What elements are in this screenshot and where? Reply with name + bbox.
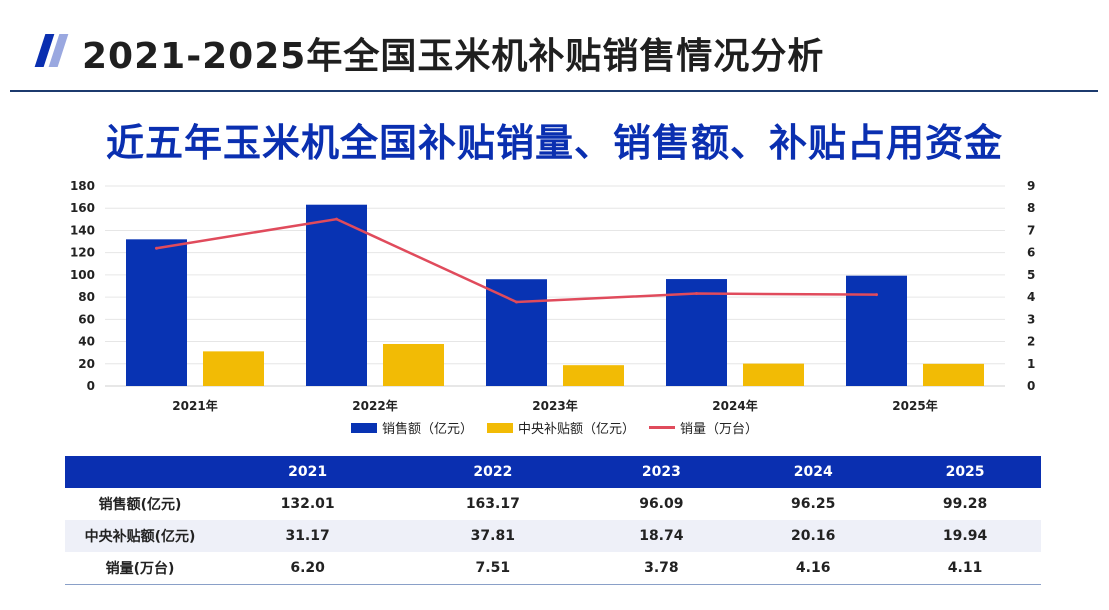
- point-volume: [695, 292, 698, 296]
- y-left-tick-label: 0: [87, 379, 95, 393]
- y-right-tick-label: 1: [1027, 357, 1035, 371]
- table-header-cell: 2021: [215, 456, 401, 488]
- y-right-tick-label: 4: [1027, 290, 1035, 304]
- legend-item-sales: 销售额（亿元）: [350, 418, 473, 437]
- page-title: 2021-2025年全国玉米机补贴销售情况分析: [82, 36, 825, 77]
- table-cell: 4.16: [737, 552, 890, 585]
- x-tick-label: 2023年: [532, 398, 577, 413]
- y-left-tick-label: 140: [70, 223, 95, 237]
- table-row-label: 中央补贴额(亿元): [65, 520, 215, 552]
- table-cell: 96.09: [639, 496, 684, 512]
- legend-swatch-volume: [649, 426, 675, 429]
- y-left-tick-label: 20: [78, 357, 95, 371]
- y-left-tick-label: 120: [70, 246, 95, 260]
- y-right-tick-label: 7: [1027, 223, 1035, 237]
- legend-label-subsidy: 中央补贴额（亿元）: [517, 422, 635, 437]
- y-left-tick-label: 40: [78, 335, 95, 349]
- table-cell: 4.11: [889, 552, 1041, 585]
- table-row-volume: 销量(万台) 6.20 7.51 3.78 4.16 4.11: [65, 552, 1041, 585]
- table-header-cell: 2023: [585, 456, 738, 488]
- y-right-tick-label: 9: [1027, 179, 1035, 193]
- bar-subsidy: [923, 363, 984, 386]
- page-header: 2021-2025年全国玉米机补贴销售情况分析: [0, 0, 1109, 92]
- point-volume: [515, 300, 518, 304]
- x-tick-label: 2025年: [892, 398, 937, 413]
- y-left-tick-label: 80: [78, 290, 95, 304]
- table-row-label: 销量(万台): [65, 552, 215, 585]
- legend-item-subsidy: 中央补贴额（亿元）: [486, 418, 635, 437]
- y-left-tick-label: 100: [70, 268, 95, 282]
- table-cell: 96.25: [791, 496, 836, 512]
- legend-label-sales: 销售额（亿元）: [381, 422, 473, 437]
- bar-subsidy: [383, 343, 444, 386]
- y-right-tick-label: 8: [1027, 201, 1035, 215]
- legend-swatch-subsidy: [486, 422, 513, 433]
- chart-title: 近五年玉米机全国补贴销量、销售额、补贴占用资金: [105, 121, 1003, 165]
- y-left-tick-label: 60: [78, 312, 95, 326]
- table-cell: 37.81: [400, 520, 586, 552]
- x-tick-label: 2022年: [352, 398, 397, 413]
- bar-sales: [846, 275, 907, 386]
- table-cell: 19.94: [889, 520, 1041, 552]
- bar-sales: [126, 239, 187, 386]
- table-header-cell: 2022: [400, 456, 586, 488]
- y-right-tick-label: 2: [1027, 335, 1035, 349]
- bar-sales: [306, 204, 367, 386]
- table-cell: 132.01: [280, 496, 335, 512]
- x-tick-label: 2024年: [712, 398, 757, 413]
- bar-subsidy: [743, 363, 804, 386]
- table-header-cell: 2024: [737, 456, 890, 488]
- y-right-tick-label: 6: [1027, 246, 1035, 260]
- table-row-subsidy: 中央补贴额(亿元) 31.17 37.81 18.74 20.16 19.94: [65, 520, 1041, 552]
- table-row-sales: 销售额(亿元) 132.01 163.17 96.09 96.25 99.28: [65, 488, 1041, 520]
- legend-swatch-sales: [350, 422, 377, 433]
- table-header-row: 2021 2022 2023 2024 2025: [65, 456, 1041, 488]
- point-volume: [335, 217, 338, 221]
- chart-legend: 销售额（亿元） 中央补贴额（亿元） 销量（万台）: [0, 418, 1109, 437]
- header-divider: [10, 90, 1098, 92]
- table-cell: 7.51: [400, 552, 586, 585]
- point-volume: [155, 246, 158, 250]
- table-header-cell: [65, 456, 215, 488]
- y-right-tick-label: 3: [1027, 312, 1035, 326]
- y-right-tick-label: 5: [1027, 268, 1035, 282]
- legend-label-volume: 销量（万台）: [680, 422, 759, 437]
- table-cell: 163.17: [465, 496, 520, 512]
- table-cell: 3.78: [585, 552, 738, 585]
- bar-sales: [486, 279, 547, 386]
- table-header-cell: 2025: [889, 456, 1041, 488]
- table-cell: 31.17: [215, 520, 401, 552]
- legend-item-volume: 销量（万台）: [649, 418, 758, 437]
- data-table: 2021 2022 2023 2024 2025 销售额(亿元) 132.01 …: [65, 456, 1041, 585]
- x-tick-label: 2021年: [172, 398, 217, 413]
- bar-subsidy: [203, 351, 264, 386]
- table-cell: 20.16: [737, 520, 890, 552]
- table-row-label: 销售额(亿元): [98, 497, 182, 513]
- y-left-tick-label: 180: [70, 179, 95, 193]
- table-cell: 18.74: [585, 520, 738, 552]
- bar-subsidy: [563, 365, 624, 386]
- table-cell: 99.28: [942, 496, 988, 512]
- bar-sales: [666, 279, 727, 386]
- table-cell: 6.20: [215, 552, 401, 585]
- point-volume: [875, 293, 878, 297]
- y-left-tick-label: 160: [70, 201, 95, 215]
- combo-chart: 0 20 40 60 80 100 120 140 160 180 0 1 2 3 4 5 6 7 8 9 2021年 2…: [70, 179, 1035, 413]
- y-right-tick-label: 0: [1027, 379, 1035, 393]
